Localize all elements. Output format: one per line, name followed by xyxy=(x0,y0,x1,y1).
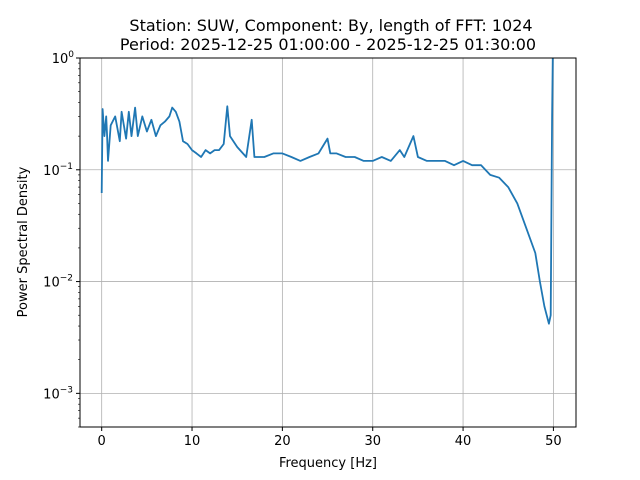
x-tick-label: 0 xyxy=(98,434,106,449)
chart-title: Station: SUW, Component: By, length of F… xyxy=(129,16,532,35)
y-tick-label: 10−3 xyxy=(43,385,73,402)
x-tick-label: 10 xyxy=(184,434,201,449)
ticks: 0 10 20 30 40 50 10−3 10−2 10−1 100 xyxy=(43,50,562,449)
series-psd xyxy=(100,58,554,325)
x-axis-label: Frequency [Hz] xyxy=(279,456,377,471)
axes-frame xyxy=(79,57,577,428)
psd-line xyxy=(100,58,554,325)
y-tick-label: 10−2 xyxy=(43,274,73,291)
x-tick-label: 40 xyxy=(455,434,472,449)
chart-subtitle: Period: 2025-12-25 01:00:00 - 2025-12-25… xyxy=(120,35,536,54)
grid xyxy=(80,57,576,427)
x-tick-label: 20 xyxy=(274,434,291,449)
x-tick-label: 30 xyxy=(364,434,381,449)
y-axis-label: Power Spectral Density xyxy=(16,166,31,317)
x-tick-label: 50 xyxy=(545,434,562,449)
y-tick-label: 100 xyxy=(52,50,75,67)
y-tick-label: 10−1 xyxy=(43,162,73,179)
